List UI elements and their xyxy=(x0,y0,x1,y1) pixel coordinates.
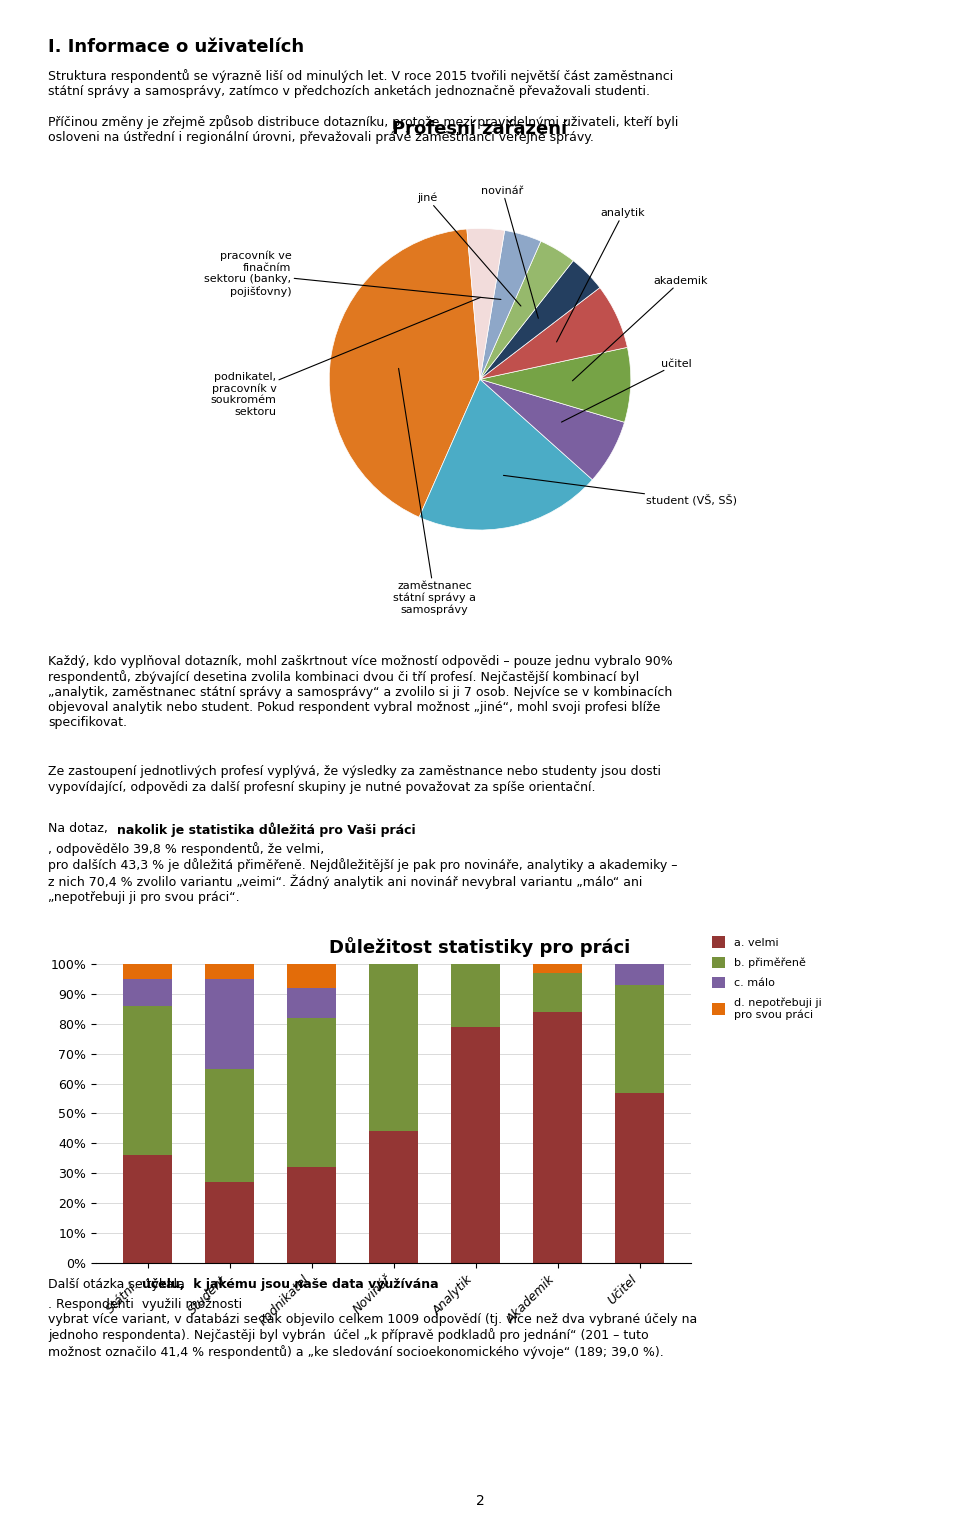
Text: pracovník ve
finačním
sektoru (banky,
pojišťovny): pracovník ve finačním sektoru (banky, po… xyxy=(204,251,501,300)
Bar xyxy=(615,965,664,984)
Wedge shape xyxy=(480,231,540,380)
Text: Na dotaz,: Na dotaz, xyxy=(48,822,112,834)
Text: Další otázka se týkala: Další otázka se týkala xyxy=(48,1278,189,1291)
Wedge shape xyxy=(329,230,480,517)
Text: Ze zastoupení jednotlivých profesí vyplývá, že výsledky za zaměstnance nebo stud: Ze zastoupení jednotlivých profesí vyplý… xyxy=(48,766,661,793)
Bar xyxy=(123,978,172,1006)
Bar xyxy=(615,984,664,1093)
Text: jiné: jiné xyxy=(417,193,521,306)
Bar xyxy=(533,972,582,1012)
Text: Příčinou změny je zřejmě způsob distribuce dotazníku, protože mezi pravidelnými : Příčinou změny je zřejmě způsob distribu… xyxy=(48,115,679,144)
Wedge shape xyxy=(480,260,600,380)
Text: Struktura respondentů se výrazně liší od minulých let. V roce 2015 tvořili nejvě: Struktura respondentů se výrazně liší od… xyxy=(48,69,673,98)
Legend: a. velmi, b. přiměřeně, c. málo, d. nepotřebuji ji
pro svou práci: a. velmi, b. přiměřeně, c. málo, d. nepo… xyxy=(708,932,826,1023)
Bar xyxy=(615,1093,664,1263)
Text: , odpovědělo 39,8 % respondentů, že velmi,
pro dalších 43,3 % je důležitá přiměř: , odpovědělo 39,8 % respondentů, že velm… xyxy=(48,842,678,903)
Bar xyxy=(533,965,582,972)
Bar xyxy=(205,965,254,978)
Bar xyxy=(123,1006,172,1156)
Text: účelu,  k jakému jsou naše data využívána: účelu, k jakému jsou naše data využívána xyxy=(142,1278,439,1291)
Text: 2: 2 xyxy=(475,1494,485,1508)
Wedge shape xyxy=(480,288,628,380)
Text: student (VŠ, SŠ): student (VŠ, SŠ) xyxy=(503,476,737,505)
Title: Profesní zařazení: Profesní zařazení xyxy=(393,121,567,138)
Bar xyxy=(369,1131,419,1263)
Wedge shape xyxy=(480,380,625,479)
Bar xyxy=(287,965,336,987)
Text: . Respondenti  využili možnosti
vybrat více variant, v databázi se tak objevilo : . Respondenti využili možnosti vybrat ví… xyxy=(48,1298,697,1358)
Bar xyxy=(123,1156,172,1263)
Wedge shape xyxy=(420,380,592,530)
Text: analytik: analytik xyxy=(557,208,645,341)
Text: Každý, kdo vyplňoval dotazník, mohl zaškrtnout více možností odpovědi – pouze je: Každý, kdo vyplňoval dotazník, mohl zašk… xyxy=(48,655,673,729)
Bar xyxy=(451,965,500,1027)
Bar xyxy=(205,1182,254,1263)
Bar xyxy=(533,1012,582,1263)
Text: podnikatel,
pracovník v
soukromém
sektoru: podnikatel, pracovník v soukromém sektor… xyxy=(210,297,481,416)
Text: Důležitost statistiky pro práci: Důležitost statistiky pro práci xyxy=(329,937,631,957)
Text: akademik: akademik xyxy=(572,276,708,381)
Text: zaměstnanec
státní správy a
samosprávy: zaměstnanec státní správy a samosprávy xyxy=(394,369,476,615)
Bar xyxy=(287,1167,336,1263)
Wedge shape xyxy=(480,242,573,380)
Text: novinář: novinář xyxy=(482,185,539,318)
Bar xyxy=(451,1027,500,1263)
Text: učitel: učitel xyxy=(562,360,692,423)
Bar xyxy=(287,1018,336,1167)
Bar xyxy=(369,965,419,1131)
Bar xyxy=(205,1069,254,1182)
Text: I. Informace o uživatelích: I. Informace o uživatelích xyxy=(48,38,304,57)
Bar xyxy=(123,965,172,978)
Bar xyxy=(205,978,254,1069)
Wedge shape xyxy=(467,228,505,380)
Text: nakolik je statistika důležitá pro Vaši práci: nakolik je statistika důležitá pro Vaši … xyxy=(117,822,416,837)
Bar xyxy=(287,987,336,1018)
Wedge shape xyxy=(480,348,631,423)
